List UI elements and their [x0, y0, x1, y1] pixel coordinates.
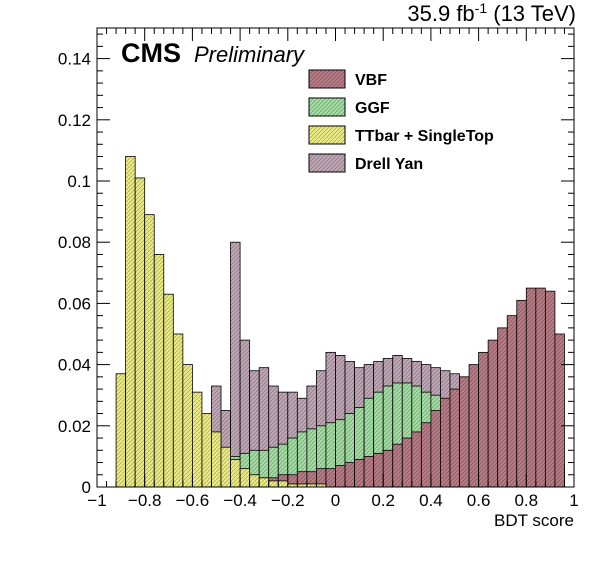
- histogram-bars: [115, 156, 565, 488]
- bar-outline: [239, 468, 251, 488]
- x-tick-label: 0: [331, 491, 340, 510]
- bar-outline: [411, 431, 422, 488]
- bar-outline: [544, 290, 556, 488]
- bar-outline: [401, 437, 413, 488]
- y-tick-label: 0.12: [58, 111, 91, 130]
- y-tick-label: 0.06: [58, 294, 91, 313]
- y-axis-ticks: 0 0.02 0.04 0.06 0.08 0.1 0.12 0.14: [58, 33, 574, 497]
- bar-outline: [373, 452, 384, 488]
- bar-outline: [172, 333, 184, 488]
- legend-swatch-outline: [308, 125, 346, 145]
- bar-outline: [392, 443, 403, 488]
- x-tick-label: 1: [569, 491, 578, 510]
- bar-outline: [258, 477, 270, 488]
- bar-outline: [335, 465, 346, 488]
- bar-outline: [487, 339, 499, 488]
- bar-outline: [382, 449, 394, 488]
- chart-legend: VBF GGF TTbar + SingleTop Drell Yan: [308, 69, 494, 173]
- bar-outline: [468, 364, 479, 488]
- x-tick-label: 0.8: [514, 491, 538, 510]
- legend-label: GGF: [355, 100, 390, 117]
- bar-outline: [201, 413, 212, 488]
- x-axis-label: BDT score: [494, 511, 574, 530]
- bar-outline: [363, 455, 375, 488]
- y-tick-label: 0.08: [58, 233, 91, 252]
- x-tick-label: 0.2: [371, 491, 395, 510]
- bar-outline: [420, 422, 432, 488]
- legend-swatch-outline: [308, 153, 346, 173]
- bar-outline: [191, 391, 203, 488]
- x-tick-label: 0.4: [419, 491, 443, 510]
- bar-outline: [153, 254, 165, 488]
- legend-label: Drell Yan: [355, 156, 423, 173]
- bar-outline: [230, 241, 241, 488]
- legend-item: TTbar + SingleTop: [308, 125, 494, 145]
- y-tick-label: 0.1: [67, 172, 91, 191]
- x-tick-label: −0.6: [176, 491, 210, 510]
- preliminary-label: Preliminary: [194, 42, 306, 67]
- bar-outline: [554, 333, 565, 488]
- bar-outline: [440, 397, 451, 488]
- bar-outline: [449, 388, 460, 488]
- bar-outline: [459, 376, 470, 488]
- bar-outline: [182, 364, 193, 488]
- cms-label: CMS: [121, 38, 181, 68]
- bar-outline: [268, 480, 279, 488]
- bar-outline: [125, 156, 136, 488]
- bar-outline: [497, 327, 508, 488]
- legend-label: TTbar + SingleTop: [355, 128, 494, 145]
- bar-outline: [220, 446, 231, 488]
- legend-swatch-outline: [308, 69, 346, 89]
- x-tick-label: −1: [87, 491, 106, 510]
- x-tick-label: −0.8: [128, 491, 162, 510]
- bar-outline: [325, 468, 336, 488]
- x-tick-label: 0.6: [467, 491, 491, 510]
- y-tick-label: 0.04: [58, 356, 91, 375]
- bar-outline: [354, 459, 365, 488]
- bar-outline: [478, 351, 489, 488]
- y-tick-label: 0: [82, 478, 91, 497]
- legend-label: VBF: [355, 72, 387, 89]
- x-tick-label: −0.4: [223, 491, 257, 510]
- bar-outline: [230, 459, 241, 488]
- x-axis-ticks: −1 −0.8 −0.6 −0.4 −0.2 0 0.2 0.4 0.6 0.8 1: [87, 28, 579, 510]
- bar-outline: [211, 431, 222, 488]
- bar-outline: [115, 373, 127, 488]
- bar-outline: [344, 462, 355, 488]
- bar-outline: [516, 299, 527, 488]
- x-tick-label: −0.2: [271, 491, 305, 510]
- bar-outline: [144, 214, 155, 488]
- bar-outline: [506, 315, 518, 488]
- legend-item: Drell Yan: [308, 153, 423, 173]
- bar-outline: [525, 287, 537, 488]
- luminosity-label: 35.9 fb-1 (13 TeV): [407, 0, 576, 26]
- bar-outline: [535, 287, 546, 488]
- bar-outline: [134, 177, 146, 488]
- bar-outline: [249, 474, 260, 488]
- y-tick-label: 0.14: [58, 50, 91, 69]
- legend-item: GGF: [308, 97, 390, 117]
- legend-item: VBF: [308, 69, 387, 89]
- bar-outline: [430, 410, 441, 488]
- legend-swatch-outline: [308, 97, 346, 117]
- bar-outline: [163, 293, 174, 488]
- y-tick-label: 0.02: [58, 417, 91, 436]
- bar-outline: [277, 480, 289, 488]
